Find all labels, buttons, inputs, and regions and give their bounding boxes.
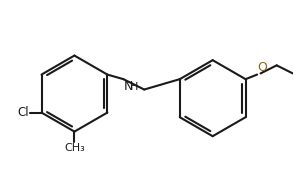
Text: CH₃: CH₃ (64, 143, 85, 153)
Text: O: O (258, 61, 268, 74)
Text: N: N (124, 80, 133, 93)
Text: H: H (130, 82, 138, 92)
Text: Cl: Cl (17, 106, 29, 119)
